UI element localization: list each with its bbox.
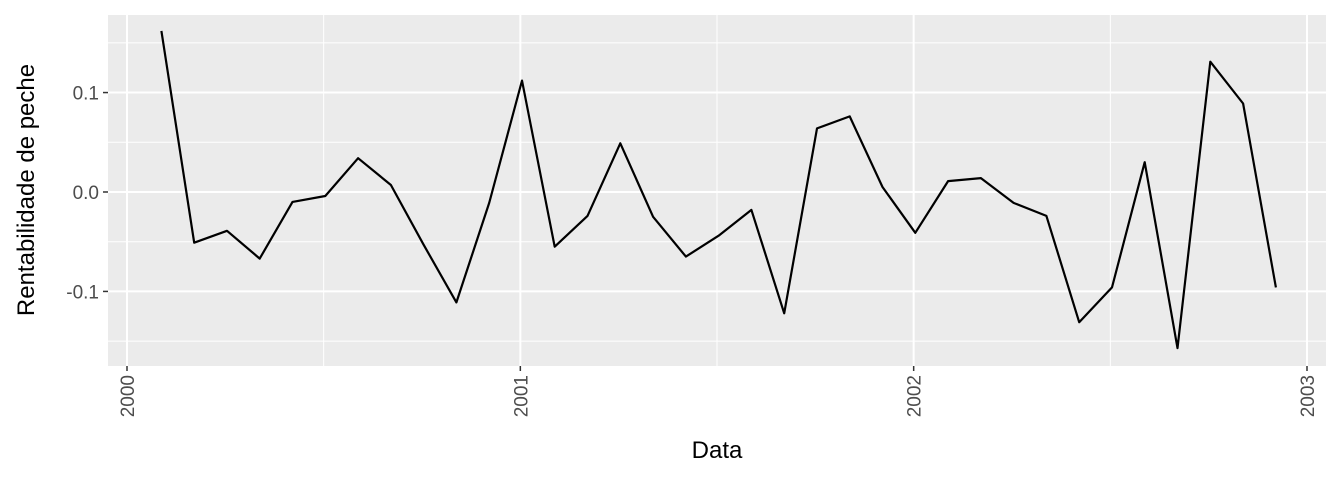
y-axis-title: Rentabilidade de peche bbox=[13, 64, 40, 316]
y-axis: -0.1 0.0 0.1 bbox=[66, 84, 108, 303]
x-tick-label: 2003 bbox=[1298, 375, 1319, 417]
x-tick-label: 2001 bbox=[511, 375, 532, 417]
y-tick-label: 0.1 bbox=[73, 84, 99, 105]
x-tick-label: 2002 bbox=[905, 375, 926, 417]
x-axis-title: Data bbox=[692, 437, 743, 464]
major-gridlines bbox=[108, 15, 1326, 366]
x-tick-label: 2000 bbox=[118, 375, 139, 417]
x-axis: 2000 2001 2002 2003 bbox=[118, 366, 1319, 417]
y-tick-label: 0.0 bbox=[73, 183, 99, 204]
minor-gridlines bbox=[108, 15, 1326, 366]
y-tick-label: -0.1 bbox=[66, 282, 99, 303]
series-line bbox=[160, 30, 1277, 350]
